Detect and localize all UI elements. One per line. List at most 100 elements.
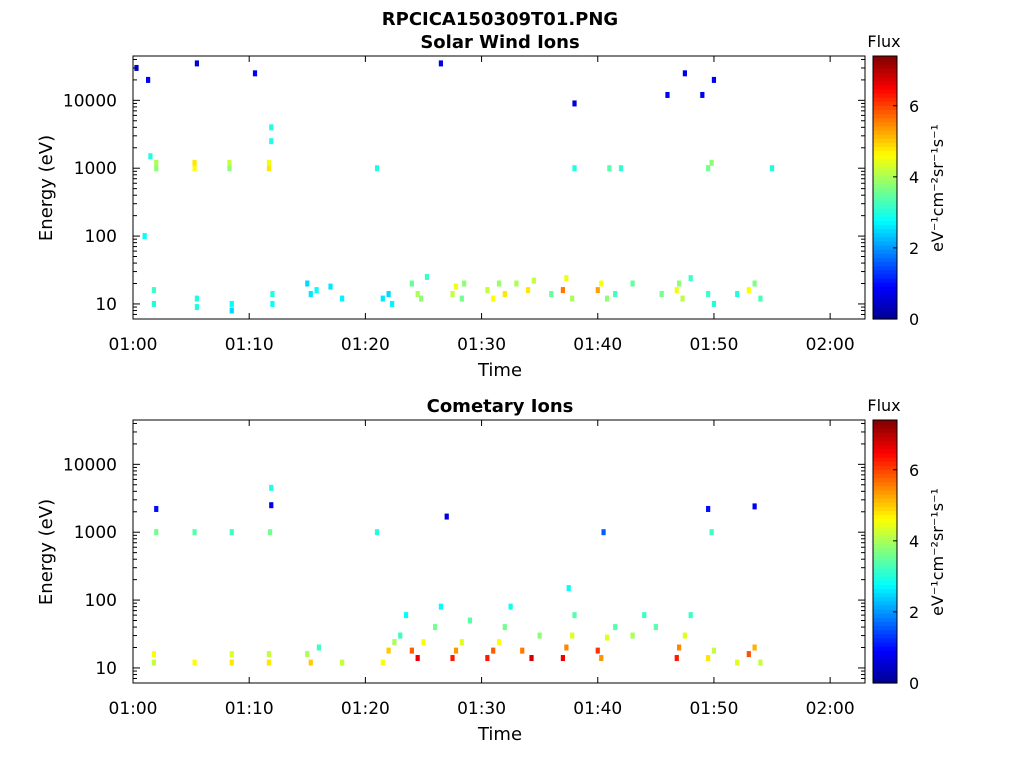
colorbar-swatch — [873, 277, 897, 283]
colorbar-swatch — [873, 633, 897, 639]
heatmap-cell — [419, 295, 424, 302]
colorbar-swatch — [873, 580, 897, 585]
colorbar-swatch — [873, 547, 897, 553]
y-tick-label: 100 — [85, 591, 117, 611]
colorbar-tick-label: 4 — [909, 168, 919, 187]
heatmap-cell — [148, 153, 153, 160]
heatmap-cell — [192, 165, 197, 172]
x-tick-label: 01:20 — [341, 699, 390, 719]
heatmap-cell — [682, 632, 688, 639]
colorbar-swatch — [873, 105, 897, 111]
x-axis-label-solar-wind: Time — [477, 360, 522, 381]
colorbar-swatch — [873, 121, 897, 127]
colorbar-swatch — [873, 269, 897, 275]
heatmap-cell — [432, 624, 438, 631]
colorbar-swatch — [873, 224, 897, 230]
heatmap-cell — [390, 300, 395, 307]
heatmap-cell — [735, 291, 740, 298]
colorbar-swatch — [873, 88, 897, 94]
colorbar-swatch — [873, 208, 897, 213]
heatmap-cell — [601, 529, 606, 536]
heatmap-cell — [270, 291, 275, 298]
colorbar-swatch — [873, 109, 897, 115]
heatmap-cell — [453, 283, 459, 290]
y-tick-label: 10000 — [63, 91, 117, 111]
heatmap-cell — [485, 655, 490, 662]
colorbar-swatch — [873, 154, 897, 160]
colorbar-swatch — [873, 117, 897, 123]
heatmap-cell — [438, 60, 444, 67]
heatmap-cell — [374, 529, 380, 536]
colorbar-swatch — [873, 64, 897, 69]
heatmap-cell — [444, 513, 449, 520]
chart-title-cometary: Cometary Ions — [427, 396, 574, 417]
colorbar-swatch — [873, 249, 897, 254]
colorbar-swatch — [873, 175, 897, 180]
colorbar-swatch — [873, 477, 897, 483]
colorbar-swatch — [873, 68, 897, 74]
colorbar-swatch — [873, 257, 897, 263]
heatmap-cell — [305, 280, 310, 287]
colorbar-swatch — [873, 502, 897, 507]
colorbar-swatch — [873, 658, 897, 664]
colorbar-swatch — [873, 240, 897, 246]
colorbar-swatch — [873, 654, 897, 659]
heatmap-cell — [682, 70, 688, 77]
colorbar-swatch — [873, 310, 897, 316]
colorbar-swatch — [873, 60, 897, 65]
colorbar-swatch — [873, 637, 897, 643]
heatmap-cell — [386, 647, 391, 654]
heatmap-cell — [229, 529, 234, 536]
colorbar-swatch — [873, 314, 897, 320]
y-tick-label: 1000 — [74, 159, 117, 179]
y-axis-solar-wind: 10 100 1000 10000 — [63, 58, 865, 315]
x-tick-label: 01:00 — [109, 335, 158, 355]
heatmap-cell — [676, 280, 682, 287]
heatmap-cell — [613, 624, 618, 631]
colorbar-swatch — [873, 584, 897, 590]
colorbar-swatch — [873, 678, 897, 684]
colorbar-swatch — [873, 588, 897, 594]
plot-area-cometary — [132, 419, 866, 684]
x-axis-solar-wind: 01:00 01:10 01:20 01:30 01:40 01:50 02:00 — [109, 56, 855, 355]
heatmap-cell — [502, 624, 507, 631]
x-axis-label-cometary: Time — [477, 724, 522, 745]
heatmap-cell — [604, 634, 610, 641]
heatmap-cell — [409, 280, 414, 287]
colorbar-swatch — [873, 485, 897, 491]
colorbar-frame — [872, 55, 898, 320]
colorbar-swatch — [873, 592, 897, 598]
y-axis-label-cometary: Energy (eV) — [36, 499, 57, 605]
heatmap-cell — [154, 159, 159, 166]
colorbar-swatch — [873, 473, 897, 479]
colorbar-swatch — [873, 498, 897, 503]
colorbar-swatch — [873, 245, 897, 250]
heatmap-cell — [392, 639, 397, 646]
colorbar-tick-label: 2 — [909, 239, 919, 258]
colorbar-swatch — [873, 452, 897, 458]
heatmap-cell — [595, 647, 600, 654]
heatmap-cell — [151, 659, 157, 666]
colorbar-swatch — [873, 596, 897, 602]
x-tick-label: 02:00 — [806, 335, 855, 355]
colorbar-swatch — [873, 666, 897, 672]
colorbar-swatch — [873, 461, 897, 466]
colorbar-swatch — [873, 514, 897, 520]
colorbar-swatch — [873, 572, 897, 577]
colorbar-tick-label: 6 — [909, 461, 919, 480]
colorbar-swatch — [873, 158, 897, 164]
heatmap-cell — [711, 647, 717, 654]
colorbar-swatch — [873, 600, 897, 606]
colorbar-swatch — [873, 621, 897, 627]
heatmap-cell — [572, 612, 577, 619]
heatmap-cell — [252, 70, 258, 77]
colorbar-swatch — [873, 613, 897, 618]
heatmap-cell — [340, 295, 345, 302]
heatmap-cell — [229, 651, 234, 658]
heatmap-cell — [566, 585, 571, 592]
colorbar-swatch — [873, 220, 897, 226]
heatmap-cell — [192, 529, 197, 536]
colorbar-swatch — [873, 183, 897, 189]
colorbar-swatch — [873, 171, 897, 176]
